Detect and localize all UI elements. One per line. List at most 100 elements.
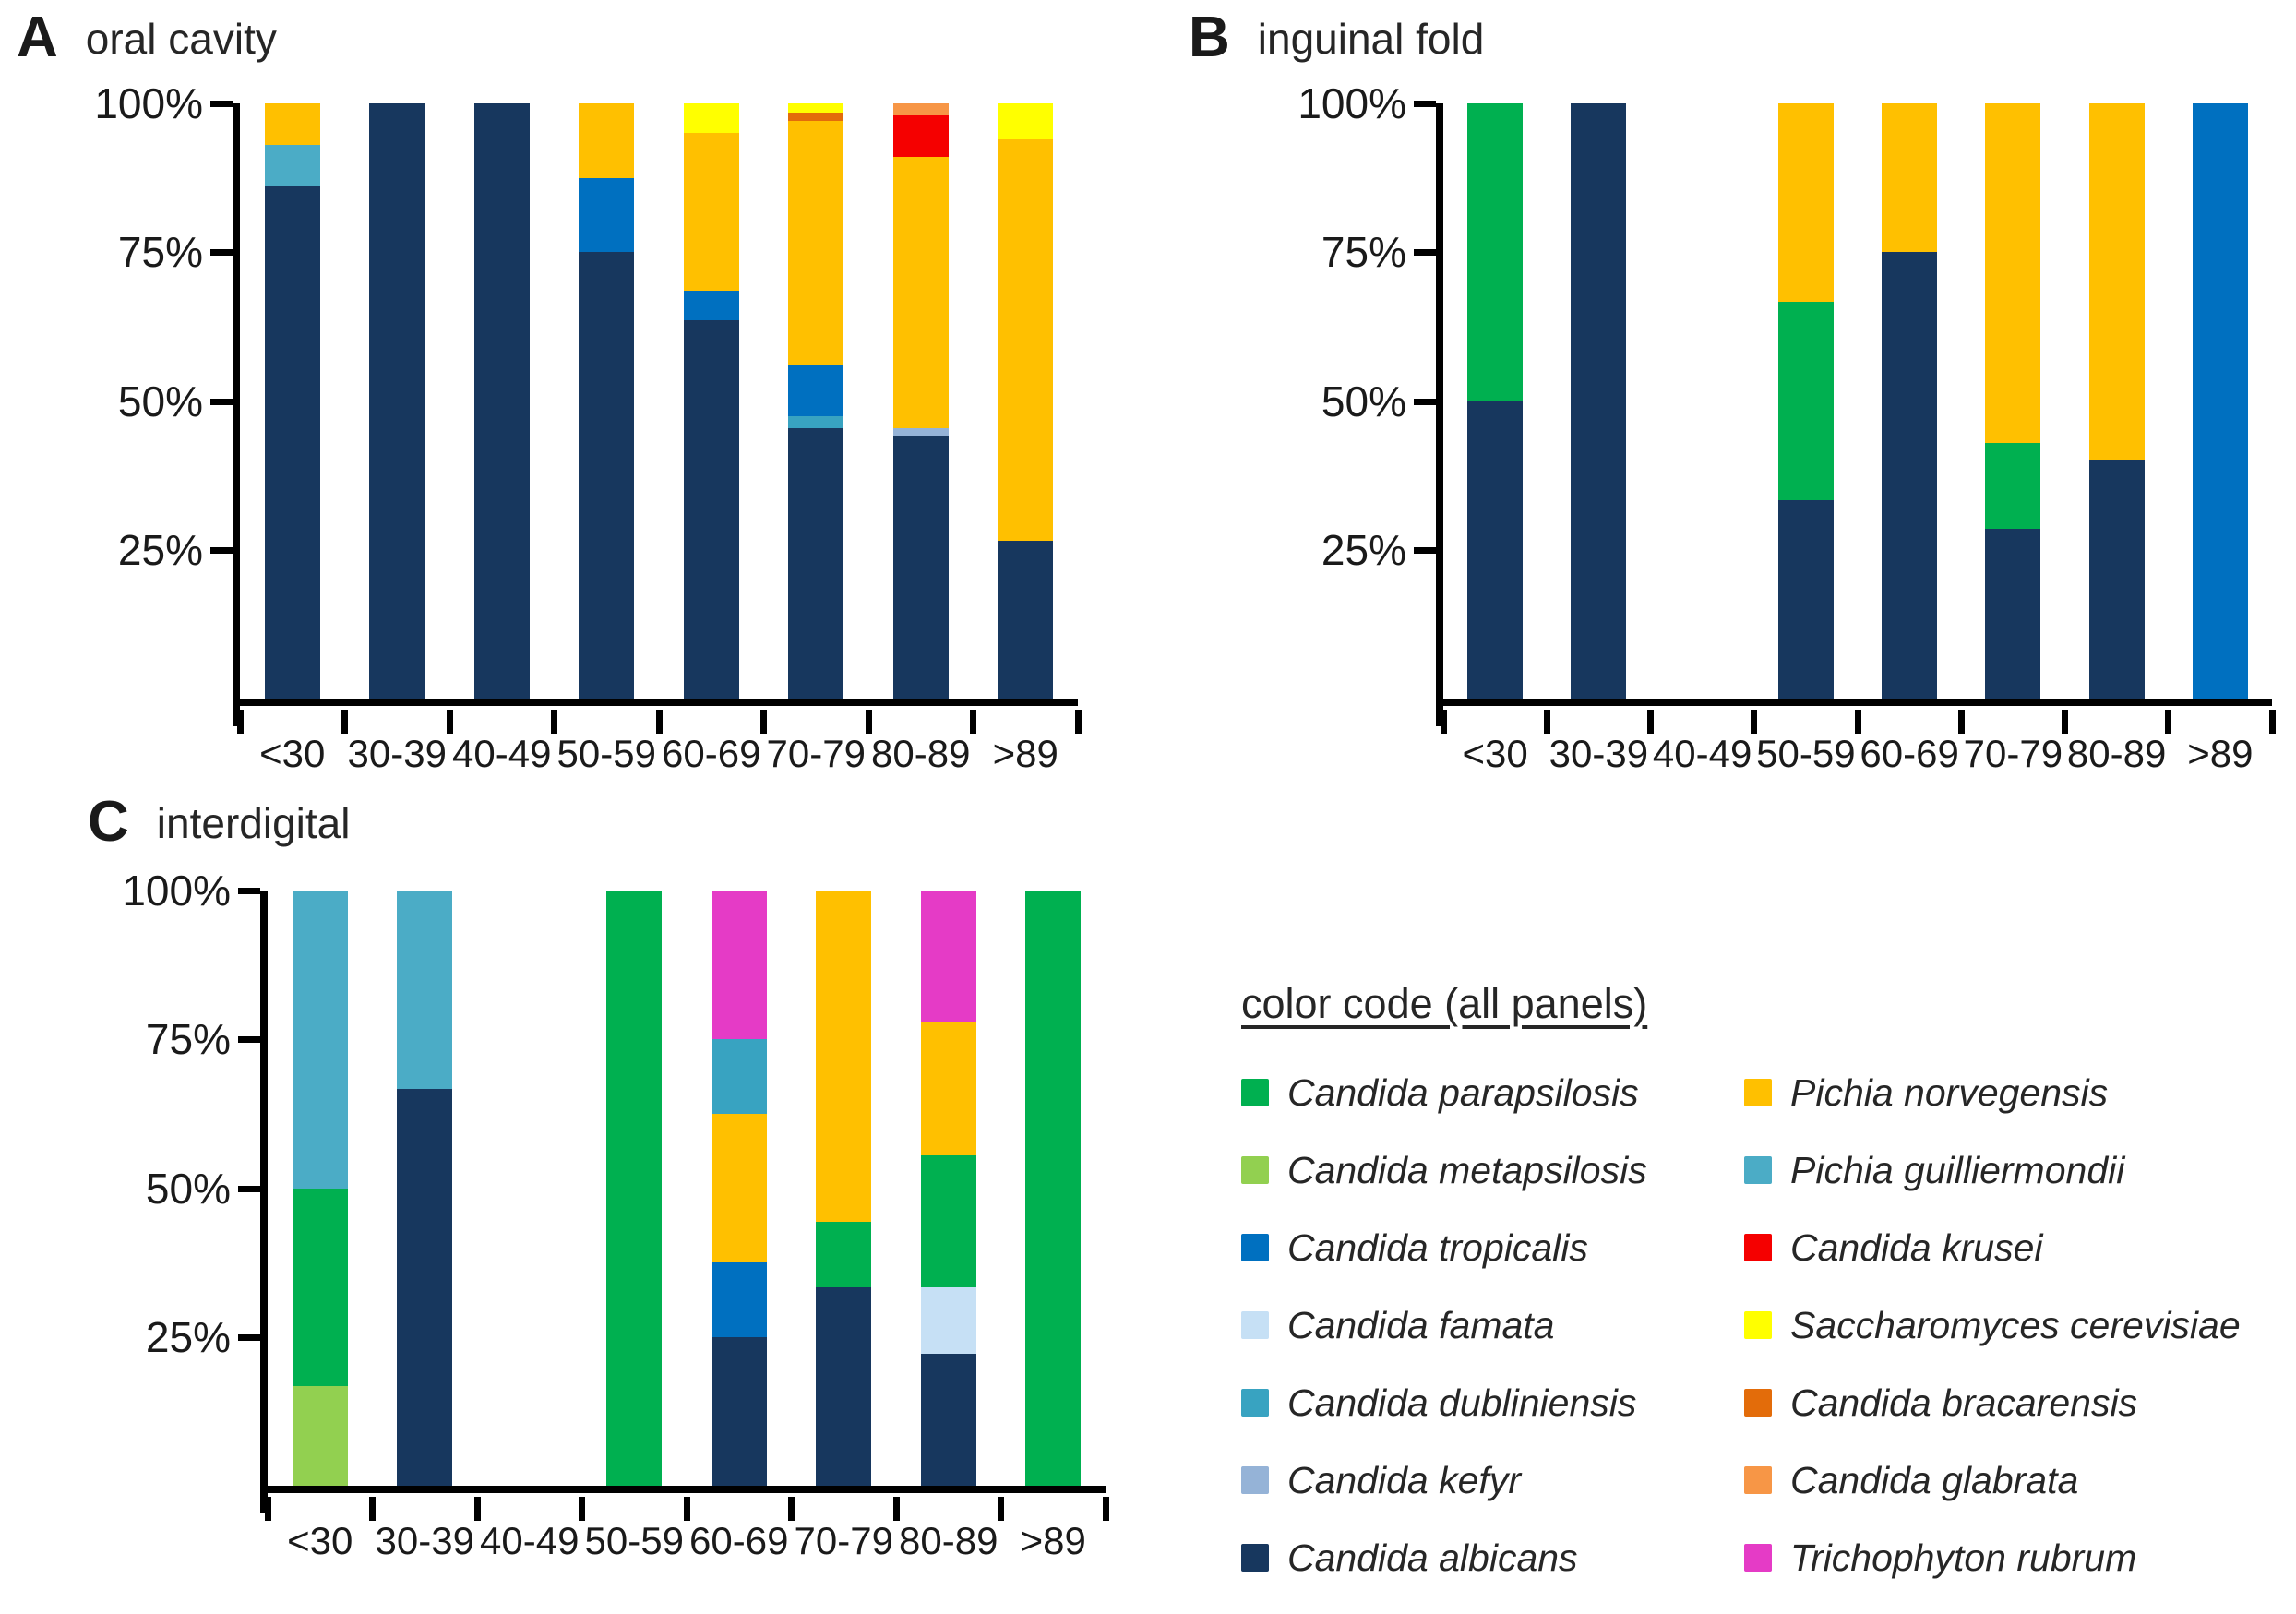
legend-swatch (1241, 1466, 1269, 1494)
x-tick (551, 710, 557, 734)
x-tick-label: <30 (1462, 732, 1528, 775)
legend-swatch (1744, 1079, 1772, 1106)
segment-candida-albicans (892, 436, 949, 699)
x-tick-label: 60-69 (689, 1519, 789, 1562)
panel-c-letter: C (88, 790, 129, 854)
segment-pichia-norvegensis (920, 1022, 976, 1156)
stacked-bar-80-89 (920, 891, 976, 1486)
segment-candida-albicans (683, 320, 739, 699)
y-tick (210, 546, 233, 554)
segment-candida-parapsilosis (292, 1188, 348, 1387)
legend-swatch (1744, 1311, 1772, 1339)
segment-candida-parapsilosis (816, 1221, 872, 1288)
y-tick-label: 75% (117, 228, 203, 277)
x-tick (1854, 710, 1861, 734)
segment-pichia-norvegensis (1882, 103, 1938, 253)
y-tick (238, 1333, 260, 1341)
stacked-bar-30-39 (369, 103, 425, 699)
stacked-bar-60-69 (683, 103, 739, 699)
x-tick-label: 40-49 (1652, 732, 1752, 775)
segment-pichia-norvegensis (683, 133, 739, 292)
x-tick (2268, 710, 2276, 734)
x-tick-label: 30-39 (375, 1519, 474, 1562)
x-tick (236, 710, 244, 734)
y-tick-label: 50% (117, 377, 203, 425)
segment-candida-metapsilosis (292, 1386, 348, 1486)
x-tick (683, 1497, 690, 1521)
segment-candida-albicans (920, 1353, 976, 1486)
legend-label: Candida parapsilosis (1287, 1070, 1639, 1114)
y-tick-label: 50% (1321, 377, 1406, 425)
x-tick (1957, 710, 1965, 734)
y-tick-label: 25% (117, 525, 203, 574)
legend-item: Candida tropicalis (1241, 1226, 1744, 1270)
legend-swatch (1744, 1544, 1772, 1572)
segment-pichia-guilliermondii (264, 145, 320, 187)
panel-b-plot: 100% 75% 50% 25% <30 30-39 40-49 50-59 60-69 70-7… (1297, 79, 2276, 775)
x-tick-label: 40-49 (480, 1519, 580, 1562)
segment-candida-tropicalis (711, 1262, 767, 1337)
segment-saccharomyces-cerevisiae (683, 103, 739, 134)
stacked-bar-40-49 (473, 103, 530, 699)
x-tick (865, 710, 872, 734)
x-tick-label: <30 (259, 732, 326, 775)
legend-label: Candida famata (1287, 1303, 1555, 1346)
y-tick (1414, 249, 1436, 257)
stacked-bar-60-69 (1882, 103, 1938, 699)
x-tick (760, 710, 767, 734)
stacked-bar--89 (998, 103, 1054, 699)
legend-item: Candida kefyr (1241, 1459, 1744, 1502)
legend-item: Candida krusei (1744, 1226, 2296, 1270)
x-tick-label: 30-39 (1549, 732, 1649, 775)
stacked-bar-30-39 (1571, 103, 1627, 699)
y-axis-tail (1436, 706, 1443, 726)
stacked-bar-50-59 (1777, 103, 1834, 699)
segment-candida-albicans (1571, 103, 1627, 699)
x-tick (2062, 710, 2068, 734)
segment-candida-tropicalis (788, 365, 844, 416)
stacked-bar--89 (1025, 891, 1082, 1486)
y-tick-label: 100% (122, 867, 231, 915)
segment-saccharomyces-cerevisiae (998, 103, 1054, 139)
y-tick (1414, 546, 1436, 554)
panel-a-header: A oral cavity (17, 9, 277, 66)
legend-swatch (1744, 1234, 1772, 1261)
segment-candida-albicans (816, 1287, 872, 1486)
legend-swatch (1241, 1311, 1269, 1339)
stacked-bar-70-79 (816, 891, 872, 1486)
legend-label: Saccharomyces cerevisiae (1790, 1303, 2241, 1346)
segment-pichia-norvegensis (1777, 103, 1834, 302)
x-tick-label: 50-59 (1756, 732, 1856, 775)
x-tick (446, 710, 453, 734)
segment-candida-albicans (1882, 252, 1938, 699)
segment-candida-tropicalis (579, 177, 635, 253)
x-tick-label: >89 (2187, 732, 2254, 775)
y-tick-label: 75% (145, 1015, 231, 1064)
legend-label: Candida krusei (1790, 1225, 2043, 1269)
y-tick-label: 50% (145, 1164, 231, 1213)
panel-c-header: C interdigital (88, 794, 350, 851)
segment-candida-tropicalis (683, 291, 739, 321)
stacked-bar--89 (2192, 103, 2248, 699)
x-tick (998, 1497, 1004, 1521)
panel-c-title: interdigital (156, 799, 351, 847)
legend-title: color code (all panels) (1241, 980, 1648, 1027)
panel-b-title: inguinal fold (1257, 15, 1485, 63)
legend-item: Candida famata (1241, 1304, 1744, 1347)
legend-swatch (1241, 1234, 1269, 1261)
segment-pichia-norvegensis (711, 1113, 767, 1263)
x-tick (1751, 710, 1758, 734)
x-tick-label: 70-79 (766, 732, 866, 775)
segment-pichia-norvegensis (788, 121, 844, 365)
segment-candida-parapsilosis (1467, 103, 1524, 401)
legend-item: Candida glabrata (1744, 1459, 2296, 1502)
segment-candida-kefyr (892, 427, 949, 437)
stacked-bar-60-69 (711, 891, 767, 1486)
segment-candida-albicans (711, 1336, 767, 1486)
y-tick (1414, 398, 1436, 405)
legend-item: Pichia guilliermondii (1744, 1149, 2296, 1192)
segment-candida-tropicalis (2192, 103, 2248, 699)
x-tick (788, 1497, 795, 1521)
stacked-bar-80-89 (892, 103, 949, 699)
y-tick-label: 25% (145, 1312, 231, 1361)
